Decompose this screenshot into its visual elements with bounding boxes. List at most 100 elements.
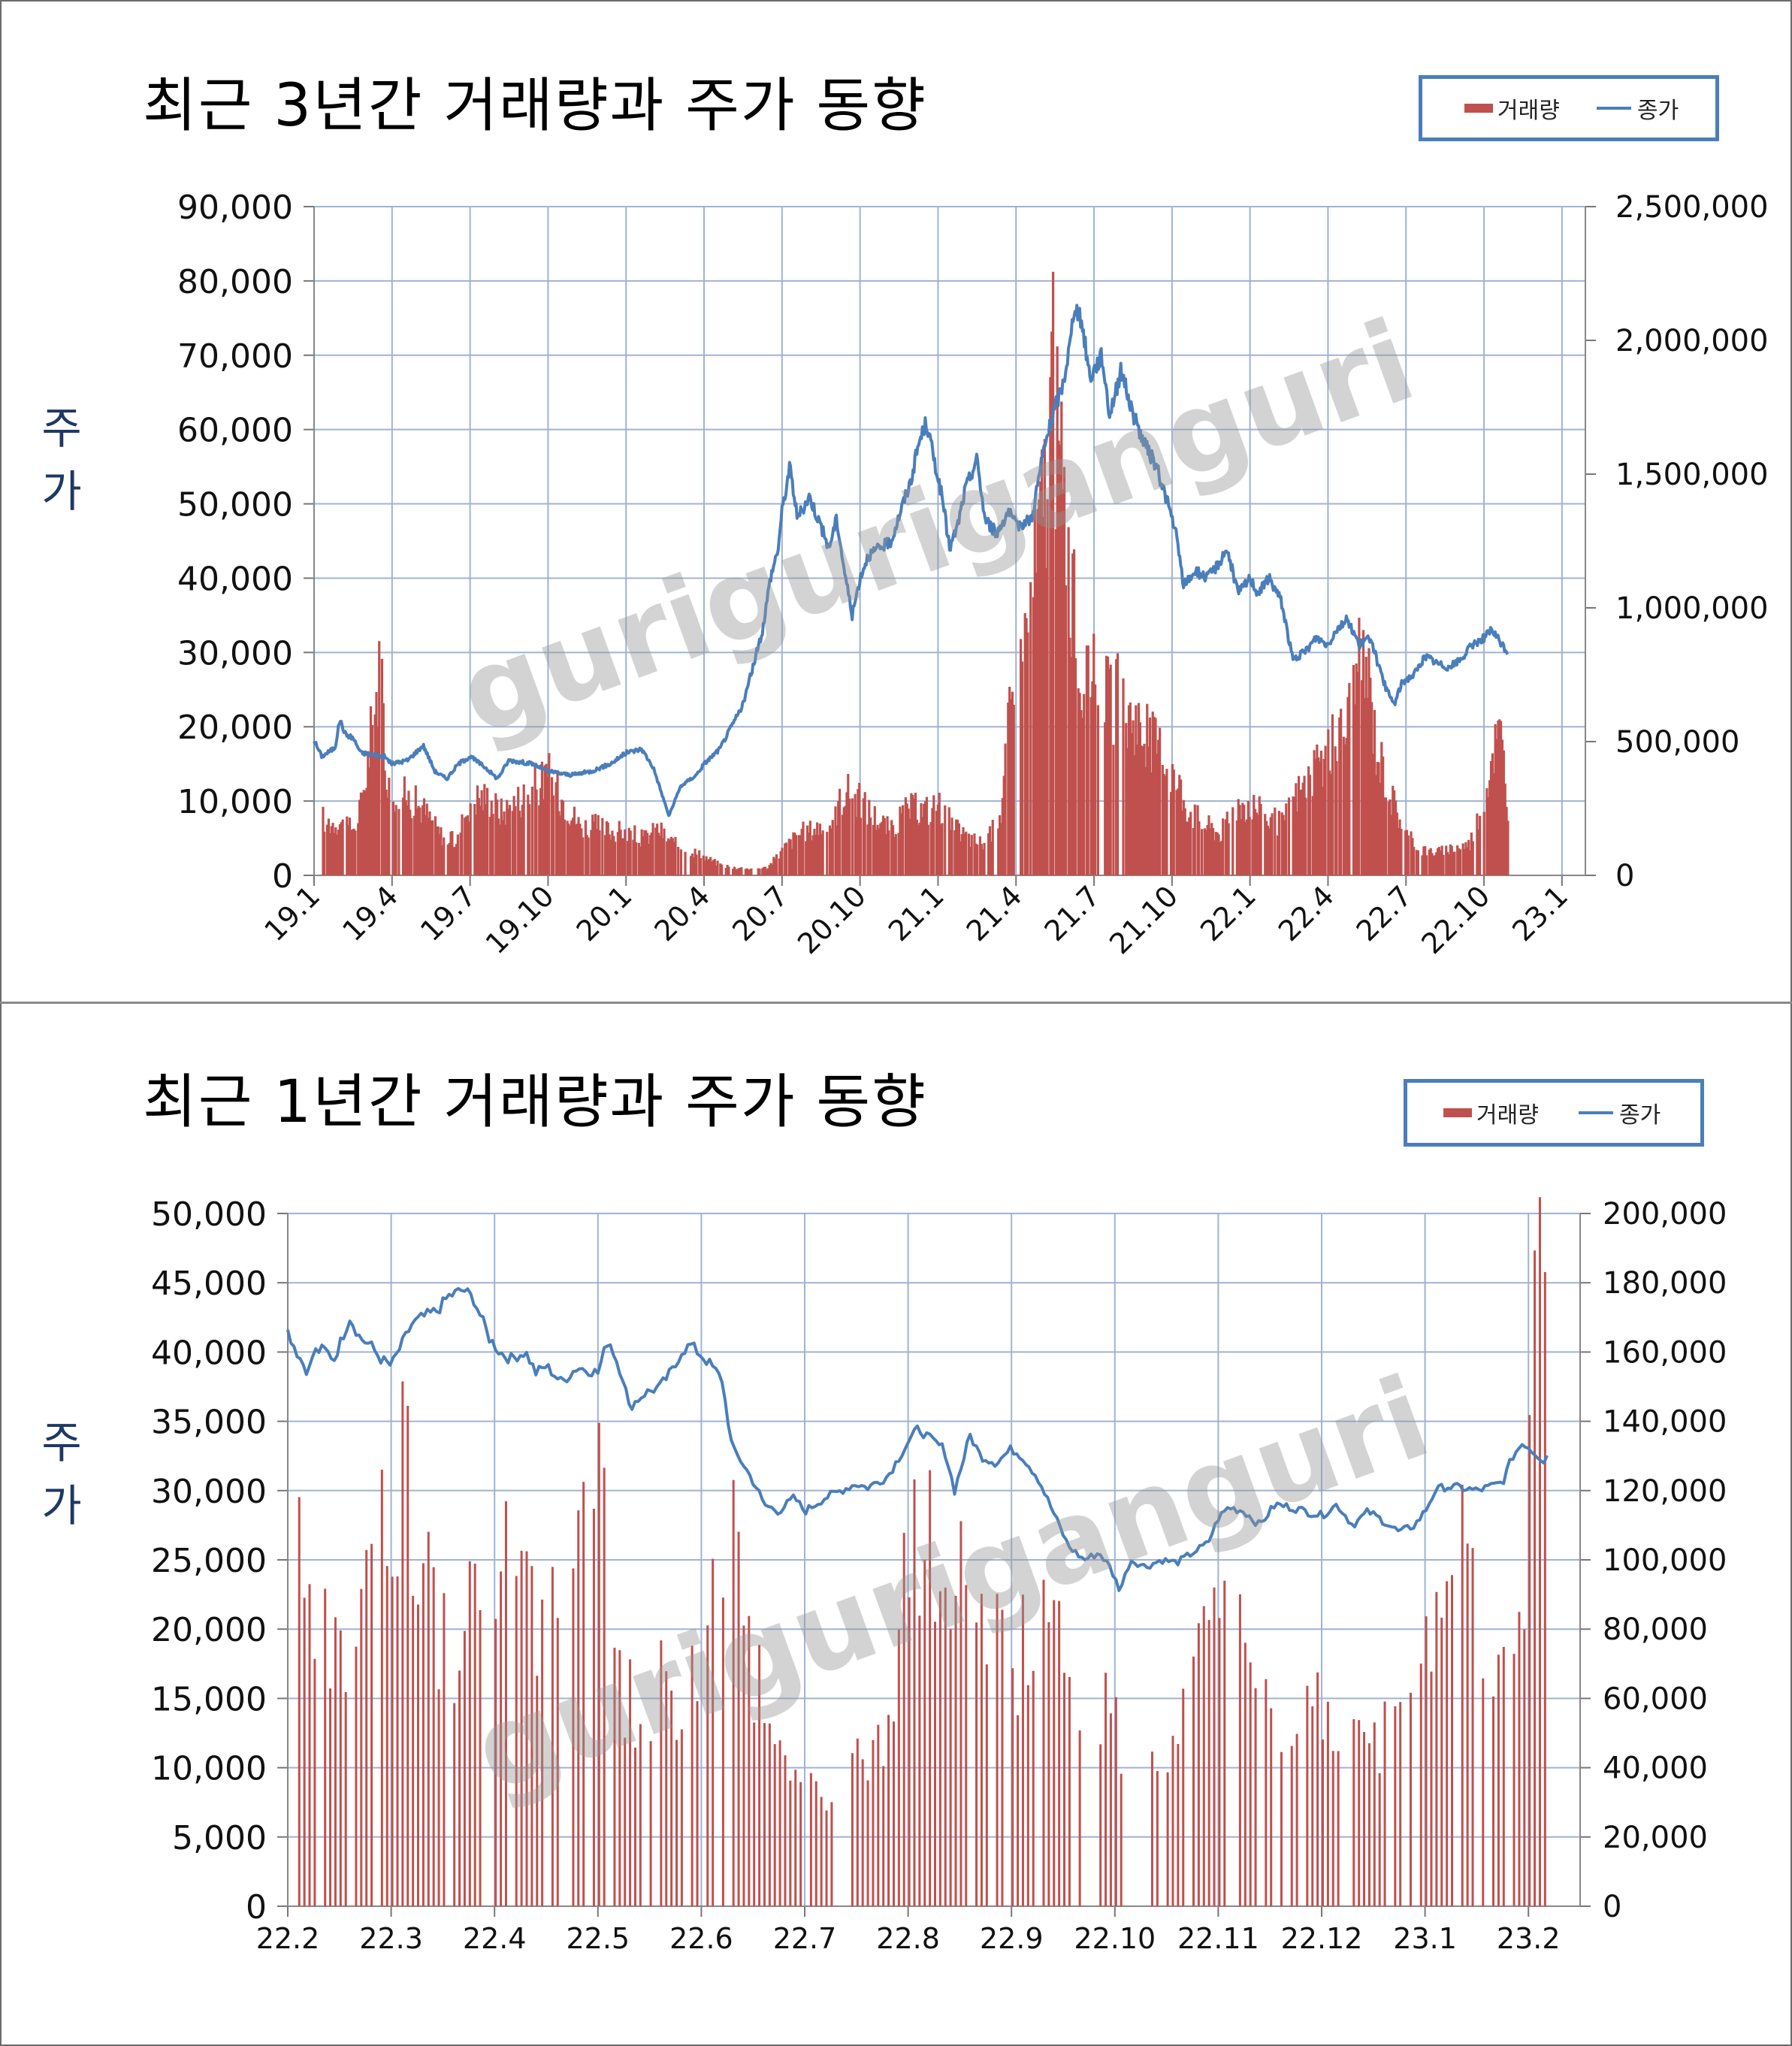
volume-bar [1303, 775, 1306, 875]
volume-bar [881, 815, 885, 875]
volume-bar [629, 1659, 632, 1906]
volume-bar [983, 842, 986, 875]
volume-bars [322, 271, 1509, 876]
volume-bar [1265, 821, 1268, 875]
y-axis-title-char-2: 가 [41, 466, 82, 518]
volume-bar [826, 831, 829, 875]
volume-bar [745, 868, 748, 875]
volume-bar [406, 1405, 409, 1906]
volume-bar [1089, 697, 1092, 875]
volume-bar [417, 805, 420, 875]
volume-bar [844, 805, 847, 875]
volume-bar [1237, 799, 1240, 875]
volume-bar [339, 1630, 342, 1906]
volume-bar [962, 827, 965, 875]
volume-bar [668, 839, 672, 875]
volume-bar [1415, 850, 1419, 875]
volume-bar [1259, 803, 1262, 875]
legend-label-volume: 거래량 [1497, 98, 1560, 124]
volume-bar [660, 822, 663, 875]
volume-bar [639, 1724, 642, 1906]
volume-bar [370, 1543, 373, 1906]
volume-bar [696, 1701, 699, 1906]
volume-bar [541, 1599, 544, 1906]
y-left-tick-label: 30,000 [177, 634, 293, 672]
volume-bar [1042, 1579, 1045, 1906]
volume-bar [357, 823, 360, 875]
volume-bar [1207, 1620, 1210, 1906]
volume-bar [1183, 808, 1186, 875]
volume-bar [330, 826, 333, 875]
volume-bar [1407, 835, 1410, 875]
volume-bar [887, 830, 890, 875]
volume-bar [359, 792, 363, 875]
volume-bar [566, 821, 569, 875]
legend-swatch-price [1579, 1111, 1613, 1114]
volume-bar [1445, 845, 1448, 875]
volume-bar [323, 831, 326, 875]
volume-bar [731, 869, 735, 875]
volume-bar [412, 1595, 415, 1906]
volume-bar [1470, 833, 1473, 875]
volume-bar [1463, 848, 1466, 875]
volume-bar [886, 816, 889, 875]
volume-bar [1099, 1744, 1102, 1906]
volume-bar [519, 817, 523, 875]
volume-bar [479, 1609, 482, 1906]
volume-bar [355, 1646, 358, 1906]
volume-bar [778, 1740, 781, 1906]
volume-bar [1457, 848, 1461, 875]
volume-bar [814, 834, 817, 875]
volume-bar [552, 795, 555, 875]
volume-bar [1506, 821, 1509, 875]
legend-label-price: 종가 [1637, 98, 1679, 124]
panel-divider [0, 1002, 1792, 1004]
x-tick-label: 22.12 [1281, 1922, 1363, 1955]
volume-bar [1046, 499, 1049, 875]
volume-bar [614, 842, 617, 875]
volume-bar [947, 807, 950, 875]
volume-bar [517, 787, 520, 875]
volume-bar [949, 830, 952, 875]
volume-bar [1064, 585, 1067, 875]
volume-bar [999, 823, 1003, 875]
volume-bar [949, 1629, 952, 1906]
volume-bar [1295, 783, 1298, 875]
volume-bar [1047, 1621, 1050, 1906]
volume-bar [834, 806, 837, 875]
volume-bar [410, 817, 413, 875]
legend-item-volume: 거래량 [1443, 1083, 1539, 1143]
volume-bar [1144, 766, 1147, 875]
volume-bar [1068, 1676, 1071, 1906]
volume-bar [456, 834, 459, 875]
volume-bar [364, 790, 367, 875]
volume-bar [712, 860, 715, 875]
y-right-tick-label: 0 [1615, 859, 1634, 893]
volume-bar [1207, 815, 1210, 875]
volume-bar [988, 826, 992, 875]
volume-bar [694, 848, 697, 875]
volume-bar [512, 796, 515, 875]
volume-bar [1505, 806, 1508, 875]
volume-bar [913, 798, 916, 875]
volume-bar [918, 822, 921, 875]
volume-bar [1313, 750, 1316, 875]
volume-bar [430, 821, 433, 875]
volume-bar [635, 842, 638, 875]
volume-bar [991, 820, 994, 875]
volume-bar [1126, 748, 1129, 875]
volume-bar [830, 1802, 833, 1906]
volume-bar [639, 846, 642, 875]
volume-bar [1437, 847, 1441, 875]
volume-bar [941, 823, 944, 875]
volume-bar [491, 813, 494, 875]
volume-bar [703, 860, 706, 875]
volume-bar [580, 828, 583, 875]
volume-bar [360, 1588, 363, 1906]
volume-bar [1363, 698, 1366, 875]
volume-bar [757, 868, 760, 875]
volume-bar [1430, 1671, 1433, 1906]
volume-bar [621, 838, 624, 875]
volume-bar [737, 868, 740, 875]
volume-bar [811, 835, 814, 875]
